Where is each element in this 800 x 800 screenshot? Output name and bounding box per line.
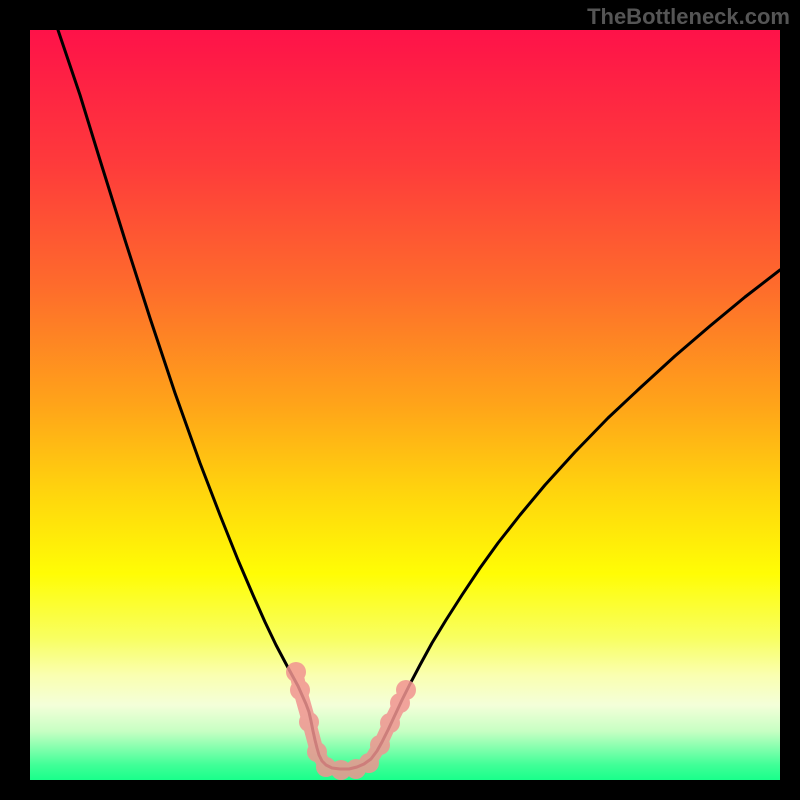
chart-root: TheBottleneck.com: [0, 0, 800, 800]
marker-bead: [396, 680, 416, 700]
marker-bead: [370, 735, 390, 755]
chart-svg: [0, 0, 800, 800]
marker-bead: [290, 680, 310, 700]
gradient-plot-area: [30, 30, 780, 780]
marker-bead: [359, 753, 379, 773]
marker-bead: [299, 712, 319, 732]
marker-bead: [286, 662, 306, 682]
marker-bead: [380, 713, 400, 733]
